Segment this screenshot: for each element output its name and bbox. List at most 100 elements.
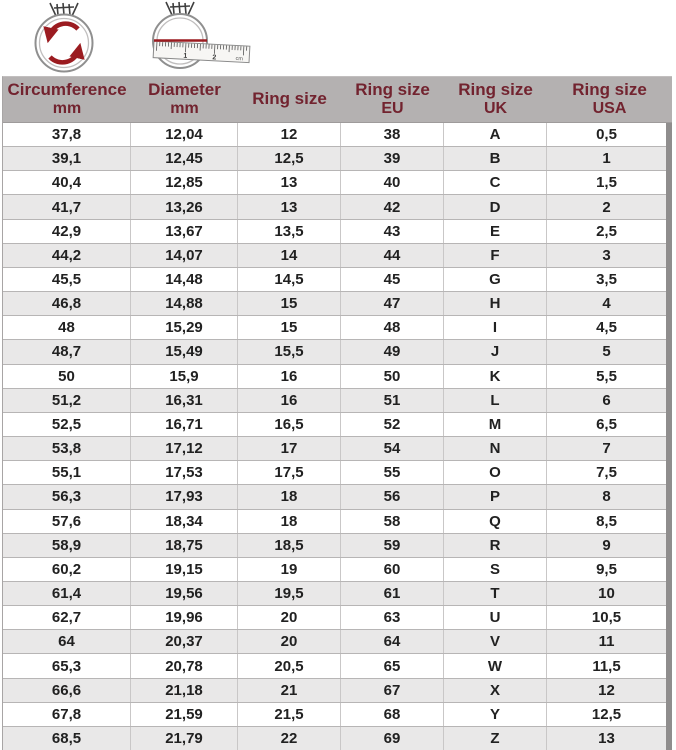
cell-ring-size-uk: D (444, 195, 547, 219)
cell-ring-size-usa: 6,5 (596, 415, 617, 433)
cell-diameter-mm: 21,79 (131, 726, 238, 750)
cell-ring-size-usa: 10,5 (591, 609, 622, 627)
cell-ring-size-eu: 52 (341, 412, 444, 437)
cell-circumference-mm: 67,8 (3, 702, 131, 726)
cell-ring-size: 17 (238, 437, 341, 461)
cell-circumference-mm: 55,1 (3, 461, 131, 485)
cell-ring-size: 21 (238, 678, 341, 702)
table-row: 39,1 12,45 12,5 39 B 1 (3, 147, 666, 172)
cell-ring-size-eu: 48 (341, 316, 444, 340)
cell-circumference-mm: 41,7 (3, 195, 131, 219)
cell-ring-size-usa: 9,5 (596, 560, 617, 578)
cell-ring-size-uk: R (444, 533, 547, 557)
cell-ring-size-usa: 3 (602, 246, 611, 264)
cell-circumference-mm: 50 (3, 364, 131, 388)
cell-diameter-mm: 16,31 (131, 388, 238, 412)
cell-ring-size-eu: 58 (341, 509, 444, 533)
cell-ring-size-uk: N (444, 437, 547, 461)
table-header: Circumference mm Diameter mm Ring size Ring s… (3, 77, 672, 123)
cell-ring-size: 18 (238, 509, 341, 533)
cell-circumference-mm: 48 (3, 316, 131, 340)
cell-ring-size-uk: I (444, 316, 547, 340)
cell-ring-size-uk: L (444, 388, 547, 412)
column-header-circumference-mm: Circumference mm (7, 80, 127, 118)
cell-ring-size-usa: 11 (598, 633, 615, 651)
cell-ring-size: 19,5 (238, 581, 341, 606)
cell-ring-size-usa: 12 (598, 681, 615, 699)
cell-ring-size: 21,5 (238, 702, 341, 726)
cell-circumference-mm: 53,8 (3, 437, 131, 461)
cell-diameter-mm: 18,34 (131, 509, 238, 533)
cell-circumference-mm: 40,4 (3, 171, 131, 195)
cell-diameter-mm: 19,56 (131, 581, 238, 606)
cell-ring-size-uk: Q (444, 509, 547, 533)
cell-ring-size-eu: 65 (341, 654, 444, 678)
cell-ring-size-eu: 61 (341, 581, 444, 606)
table-row: 48 15,29 15 48 I 4,5 (3, 316, 666, 341)
ring-head-sketch (165, 1, 195, 16)
cell-ring-size-uk: Y (444, 702, 547, 726)
cell-ring-size-eu: 50 (341, 364, 444, 388)
cell-ring-size-eu: 51 (341, 388, 444, 412)
cell-ring-size: 16,5 (238, 412, 341, 437)
cell-ring-size-usa: 2 (602, 198, 611, 216)
table-row: 46,8 14,88 15 47 H 4 (3, 292, 666, 317)
cell-diameter-mm: 14,88 (131, 292, 238, 316)
cell-ring-size-uk: E (444, 219, 547, 243)
column-header-ring-size: Ring size (252, 89, 327, 109)
cell-ring-size-usa: 8 (602, 488, 611, 506)
cell-ring-size-uk: T (444, 581, 547, 606)
cell-circumference-mm: 52,5 (3, 412, 131, 437)
cell-ring-size-eu: 55 (341, 461, 444, 485)
cell-ring-size-usa: 7,5 (596, 464, 617, 482)
table-row: 52,5 16,71 16,5 52 M 6,5 (3, 412, 666, 438)
cell-circumference-mm: 46,8 (3, 292, 131, 316)
cell-ring-size-eu: 45 (341, 267, 444, 292)
cell-ring-size-uk: V (444, 630, 547, 654)
cell-ring-size-eu: 64 (341, 630, 444, 654)
cell-ring-size-uk: G (444, 267, 547, 292)
cell-diameter-mm: 12,85 (131, 171, 238, 195)
ring-size-conversion-table: Circumference mm Diameter mm Ring size Ring s… (2, 76, 672, 750)
ring-diameter-ruler-icon: 1 2 cm (152, 1, 251, 69)
cell-diameter-mm: 16,71 (131, 412, 238, 437)
measurement-icons-strip: 1 2 cm (0, 0, 676, 76)
cell-diameter-mm: 21,59 (131, 702, 238, 726)
cell-ring-size-eu: 63 (341, 606, 444, 630)
ring-circumference-icon (34, 2, 94, 73)
cell-ring-size: 19 (238, 557, 341, 581)
cell-diameter-mm: 12,04 (131, 123, 238, 147)
cell-ring-size-eu: 38 (341, 123, 444, 147)
cell-ring-size-eu: 56 (341, 485, 444, 509)
cell-ring-size-uk: U (444, 606, 547, 630)
cell-circumference-mm: 60,2 (3, 557, 131, 581)
cell-ring-size-uk: A (444, 123, 547, 147)
cell-ring-size-uk: H (444, 292, 547, 316)
cell-circumference-mm: 66,6 (3, 678, 131, 702)
table-row: 41,7 13,26 13 42 D 2 (3, 195, 666, 220)
table-row: 48,7 15,49 15,5 49 J 5 (3, 340, 666, 365)
column-header-ring-size-usa: Ring size USA (572, 80, 647, 118)
table-row: 53,8 17,12 17 54 N 7 (3, 437, 666, 462)
table-row: 67,8 21,59 21,5 68 Y 12,5 (3, 702, 666, 727)
cell-ring-size-usa: 4,5 (596, 319, 617, 337)
cell-ring-size-eu: 68 (341, 702, 444, 726)
cell-ring-size-usa: 3,5 (596, 271, 617, 289)
cell-ring-size-usa: 1,5 (596, 174, 617, 192)
cell-ring-size-uk: C (444, 171, 547, 195)
table-row: 44,2 14,07 14 44 F 3 (3, 243, 666, 268)
table-row: 50 15,9 16 50 K 5,5 (3, 364, 666, 389)
cell-diameter-mm: 17,53 (131, 461, 238, 485)
cell-ring-size-eu: 49 (341, 340, 444, 364)
cell-diameter-mm: 15,9 (131, 364, 238, 388)
table-row: 62,7 19,96 20 63 U 10,5 (3, 606, 666, 631)
table-row: 57,6 18,34 18 58 Q 8,5 (3, 509, 666, 534)
cell-ring-size-eu: 67 (341, 678, 444, 702)
cell-circumference-mm: 42,9 (3, 219, 131, 243)
cell-circumference-mm: 56,3 (3, 485, 131, 509)
cell-circumference-mm: 65,3 (3, 654, 131, 678)
cell-circumference-mm: 58,9 (3, 533, 131, 557)
cell-diameter-mm: 18,75 (131, 533, 238, 557)
cell-ring-size: 15,5 (238, 340, 341, 364)
cell-ring-size-usa: 8,5 (596, 512, 617, 530)
